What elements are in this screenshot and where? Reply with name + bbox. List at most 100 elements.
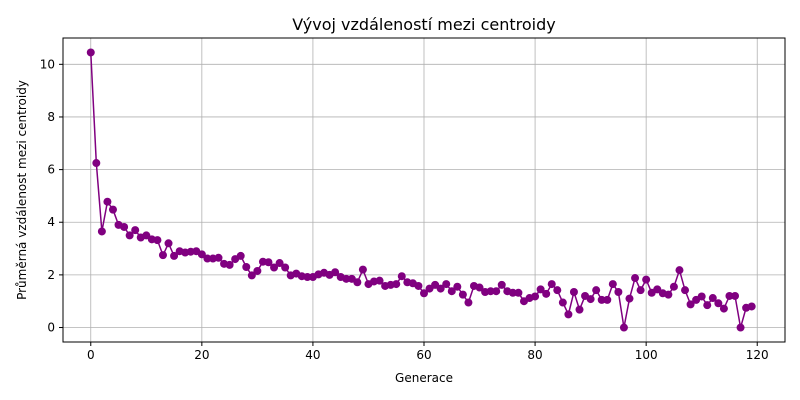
data-point (697, 292, 706, 301)
data-point (153, 236, 162, 245)
data-point (575, 305, 584, 314)
data-point (158, 251, 167, 260)
data-point (458, 290, 467, 299)
data-point (342, 274, 351, 283)
data-point (275, 259, 284, 268)
data-point (281, 263, 290, 272)
plot-area-frame (62, 37, 786, 343)
data-point (531, 292, 540, 301)
data-point (447, 287, 456, 296)
data-point (642, 275, 651, 284)
data-point (170, 251, 179, 260)
data-point (264, 258, 273, 267)
data-point (475, 283, 484, 292)
data-point (547, 280, 556, 289)
y-tick-label: 0 (47, 321, 55, 335)
x-tick-label: 20 (194, 348, 209, 362)
data-point (375, 276, 384, 285)
data-point (669, 282, 678, 291)
data-point (536, 285, 545, 294)
data-point (603, 295, 612, 304)
x-tick-label: 120 (746, 348, 769, 362)
data-point (497, 280, 506, 289)
data-point (103, 197, 112, 206)
data-point (247, 271, 256, 280)
series-layer (86, 48, 756, 332)
x-tick-label: 100 (635, 348, 658, 362)
data-point (97, 227, 106, 236)
data-point (597, 295, 606, 304)
data-point (714, 299, 723, 308)
data-point (214, 253, 223, 262)
data-point (686, 300, 695, 309)
data-point (492, 287, 501, 296)
data-point (242, 262, 251, 271)
y-tick-label: 2 (47, 268, 55, 282)
data-point (703, 301, 712, 310)
data-point (453, 282, 462, 291)
data-point (558, 298, 567, 307)
data-point (725, 291, 734, 300)
data-point (486, 287, 495, 296)
data-point (675, 266, 684, 275)
data-point (553, 286, 562, 295)
x-tick-label: 80 (527, 348, 542, 362)
x-tick-label: 40 (305, 348, 320, 362)
data-point (331, 268, 340, 277)
data-point (125, 231, 134, 240)
data-point (108, 205, 117, 214)
data-point (253, 266, 262, 275)
y-tick-label: 8 (47, 110, 55, 124)
data-point (731, 291, 740, 300)
data-point (586, 295, 595, 304)
data-point (92, 159, 101, 168)
data-point (747, 302, 756, 311)
data-point (514, 288, 523, 297)
grid (63, 38, 785, 342)
data-point (392, 280, 401, 289)
data-point (608, 280, 617, 289)
data-point (464, 298, 473, 307)
data-point (164, 239, 173, 248)
data-point (420, 289, 428, 298)
data-point (719, 304, 728, 313)
data-point (664, 290, 673, 299)
data-point (736, 323, 745, 332)
data-point (625, 294, 634, 303)
data-point (614, 287, 623, 296)
data-point (631, 274, 640, 283)
data-point (131, 226, 140, 235)
data-point (270, 263, 279, 272)
data-point (353, 278, 362, 287)
data-point (225, 260, 234, 269)
data-point (397, 272, 406, 281)
data-point (653, 285, 662, 294)
y-tick-label: 6 (47, 163, 55, 177)
data-point (358, 265, 367, 274)
data-point (508, 288, 517, 297)
data-point (120, 222, 129, 231)
data-point (619, 323, 628, 332)
data-point (197, 250, 206, 259)
data-point (564, 310, 573, 319)
data-point (569, 287, 578, 296)
data-point (592, 286, 601, 295)
data-point (636, 286, 645, 295)
y-tick-label: 4 (47, 215, 55, 229)
x-tick-label: 0 (87, 348, 95, 362)
data-point (442, 280, 451, 289)
data-point (681, 286, 690, 295)
data-point (236, 251, 245, 260)
axis-ticks: 0 20 40 60 80 100 120 0 2 4 6 8 10 (40, 57, 769, 362)
data-point (414, 281, 423, 290)
data-point (142, 231, 151, 240)
data-point (708, 294, 717, 303)
x-axis-label: Generace (395, 371, 453, 385)
x-tick-label: 60 (416, 348, 431, 362)
data-point (436, 284, 445, 293)
chart-title: Vývoj vzdáleností mezi centroidy (292, 15, 555, 34)
y-tick-label: 10 (40, 57, 55, 71)
data-point (303, 272, 312, 281)
